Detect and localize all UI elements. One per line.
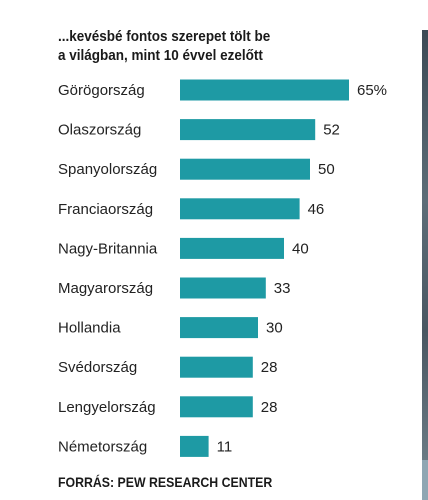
adjacent-image-edge xyxy=(422,30,428,460)
bar xyxy=(180,119,316,141)
bar xyxy=(180,158,310,180)
value-label: 40 xyxy=(292,240,309,257)
value-label: 28 xyxy=(261,399,278,416)
category-label: Svédország xyxy=(58,359,137,376)
value-label: 11 xyxy=(217,438,233,455)
category-label: Franciaország xyxy=(58,201,153,218)
category-label: Spanyolország xyxy=(58,161,157,178)
category-label: Hollandia xyxy=(58,320,121,337)
chart-title-line-2: a világban, mint 10 évvel ezelőtt xyxy=(58,47,263,64)
category-label: Nagy-Britannia xyxy=(58,240,158,257)
value-label: 65% xyxy=(357,82,387,99)
source-note: FORRÁS: PEW RESEARCH CENTER xyxy=(58,474,273,490)
bar xyxy=(180,396,253,418)
bar xyxy=(180,435,209,457)
value-label: 46 xyxy=(308,201,325,218)
bar xyxy=(180,277,266,299)
category-label: Magyarország xyxy=(58,280,153,297)
category-label: Lengyelország xyxy=(58,399,156,416)
bar xyxy=(180,356,253,378)
bar xyxy=(180,79,349,101)
value-label: 50 xyxy=(318,161,335,178)
adjacent-image-edge-bottom xyxy=(422,460,428,500)
value-label: 33 xyxy=(274,280,291,297)
value-label: 52 xyxy=(323,122,340,139)
chart-title-line-1: ...kevésbé fontos szerepet tölt be xyxy=(58,28,271,45)
category-label: Olaszország xyxy=(58,122,141,139)
bar xyxy=(180,198,300,220)
chart-title: ...kevésbé fontos szerepet tölt be a vil… xyxy=(58,27,364,65)
bar xyxy=(180,317,258,339)
bar xyxy=(180,237,284,259)
category-label: Görögország xyxy=(58,82,145,99)
category-label: Németország xyxy=(58,438,147,455)
value-label: 28 xyxy=(261,359,278,376)
value-label: 30 xyxy=(266,320,283,337)
